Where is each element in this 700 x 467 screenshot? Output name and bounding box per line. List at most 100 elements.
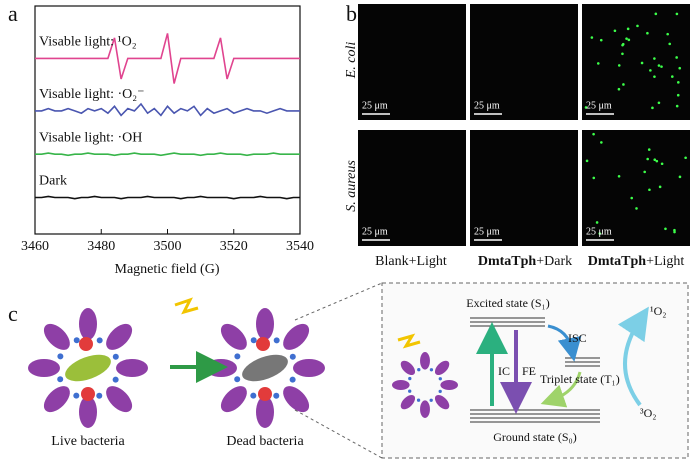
- series-label: Visable light: ·OH: [39, 130, 142, 145]
- node: [429, 368, 434, 372]
- arrow: [540, 371, 582, 408]
- cell-dot: [649, 69, 652, 72]
- cell-dot: [630, 196, 634, 200]
- scale-bar-label: 25 μm: [474, 100, 500, 111]
- scale-bar-label: 25 μm: [362, 100, 388, 111]
- zoom-line: [294, 409, 383, 459]
- arm: [256, 308, 274, 340]
- cell-dot: [651, 106, 654, 110]
- node: [273, 392, 280, 399]
- process-label: ISC: [568, 331, 587, 345]
- bacteria-dead: [205, 308, 325, 428]
- line-series: [35, 102, 300, 117]
- arm: [391, 380, 410, 390]
- cell-dot: [621, 52, 624, 56]
- node: [57, 376, 64, 383]
- node: [438, 389, 442, 394]
- cell-dot: [675, 56, 678, 59]
- oxygen: [79, 337, 93, 351]
- arrow: [617, 306, 649, 407]
- scale-bar-label: 25 μm: [362, 226, 388, 237]
- arrow: [547, 324, 582, 362]
- cell-dot: [660, 65, 663, 68]
- cell-dot: [640, 61, 644, 65]
- series-label: Visable light: ¹O₂: [39, 35, 137, 50]
- node: [250, 392, 257, 399]
- x-tick-label: 3520: [220, 239, 248, 254]
- label-bold: DmtaTph: [588, 254, 647, 269]
- caption: Live bacteria: [51, 434, 125, 449]
- oxygen: [256, 337, 270, 351]
- cell-dot: [626, 27, 630, 31]
- arm: [283, 323, 310, 350]
- node: [408, 389, 412, 393]
- scale-bar-label: 25 μm: [586, 100, 612, 111]
- level-label: Ground state (S₀): [493, 430, 577, 444]
- arm: [256, 396, 274, 428]
- node: [273, 337, 280, 344]
- cell-dot: [655, 159, 659, 163]
- cell-dot: [647, 148, 651, 151]
- arm: [400, 360, 416, 376]
- micrograph: [470, 130, 578, 246]
- arm: [293, 359, 325, 377]
- cell-dot: [646, 157, 649, 161]
- panel-label: a: [8, 1, 18, 26]
- arm: [434, 360, 450, 376]
- cell-dot: [600, 141, 603, 144]
- cell-dot: [678, 175, 682, 179]
- micrograph: [358, 130, 466, 246]
- cell-dot: [592, 132, 595, 136]
- cell-dot: [654, 12, 658, 16]
- series-label: Visable light: ·O₂⁻: [39, 87, 145, 102]
- arm: [440, 380, 459, 390]
- cell-dot: [592, 176, 596, 180]
- cell-dot: [673, 228, 676, 232]
- cell-dot: [595, 221, 599, 224]
- line-series: [35, 195, 300, 200]
- cell-dot: [596, 62, 600, 65]
- row-label: E. coli: [344, 42, 359, 80]
- cell-dot: [653, 158, 657, 162]
- micrograph: [470, 4, 578, 120]
- x-axis-label: Magnetic field (G): [115, 262, 220, 277]
- label-text: +Dark: [536, 254, 572, 269]
- column-label: DmtaTph+Light: [588, 254, 685, 269]
- cell-dot: [613, 29, 617, 33]
- arm: [28, 359, 60, 377]
- process-label: FE: [522, 364, 536, 378]
- node: [112, 353, 119, 360]
- species-label: ³O₂: [640, 406, 656, 420]
- arm: [43, 386, 70, 413]
- node: [57, 353, 64, 360]
- cell-dot: [678, 66, 682, 70]
- node: [289, 353, 296, 360]
- arm: [106, 323, 133, 350]
- arm: [434, 394, 450, 410]
- light-icon: [397, 333, 421, 349]
- panel-label: c: [8, 301, 18, 326]
- cell-dot: [671, 75, 674, 78]
- scale-bar-label: 25 μm: [586, 226, 612, 237]
- cell-dot: [660, 162, 664, 166]
- node: [429, 398, 433, 402]
- light-icon: [174, 297, 199, 315]
- node: [73, 392, 80, 399]
- node: [417, 368, 421, 372]
- cell-dot: [625, 37, 628, 40]
- level-label: Excited state (S₁): [466, 296, 550, 310]
- cell-dot: [599, 38, 603, 42]
- x-tick-label: 3500: [154, 239, 182, 254]
- node: [289, 376, 296, 383]
- arm: [220, 386, 247, 413]
- cell-dot: [675, 104, 679, 108]
- caption: Dead bacteria: [226, 434, 304, 449]
- cell-dot: [684, 156, 687, 160]
- label-text: Blank+Light: [375, 254, 447, 269]
- cell-dot: [585, 159, 589, 163]
- x-tick-label: 3540: [286, 239, 314, 254]
- label-bold: DmtaTph: [478, 254, 537, 269]
- micrograph: [358, 4, 466, 120]
